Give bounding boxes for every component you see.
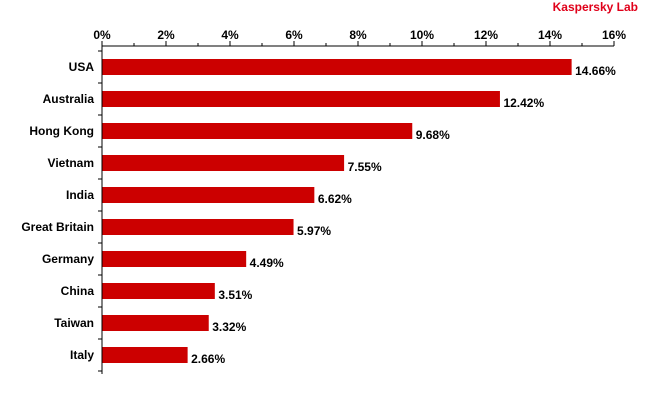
value-label: 3.51% — [218, 288, 252, 302]
category-label: Australia — [43, 92, 95, 106]
brand-logo-text: Kaspersky Lab — [552, 0, 638, 14]
bar — [102, 91, 500, 107]
x-tick-label: 6% — [285, 28, 303, 42]
x-tick-label: 4% — [221, 28, 239, 42]
value-label: 6.62% — [318, 192, 352, 206]
x-tick-label: 12% — [474, 28, 498, 42]
category-label: Hong Kong — [29, 124, 94, 138]
category-label: Italy — [70, 348, 94, 362]
value-label: 5.97% — [297, 224, 331, 238]
bar — [102, 283, 215, 299]
value-label: 4.49% — [250, 256, 284, 270]
category-label: India — [66, 188, 94, 202]
x-tick-label: 0% — [93, 28, 111, 42]
category-label: Germany — [42, 252, 94, 266]
value-label: 9.68% — [416, 128, 450, 142]
value-label: 14.66% — [575, 64, 616, 78]
bar — [102, 315, 209, 331]
bar — [102, 219, 294, 235]
bar — [102, 123, 413, 139]
x-tick-label: 14% — [538, 28, 562, 42]
bar — [102, 347, 188, 363]
value-label: 12.42% — [503, 96, 544, 110]
category-label: China — [61, 284, 95, 298]
bar — [102, 155, 345, 171]
value-label: 7.55% — [348, 160, 382, 174]
value-label: 3.32% — [212, 320, 246, 334]
x-tick-label: 10% — [410, 28, 434, 42]
bar — [102, 187, 315, 203]
x-tick-label: 8% — [349, 28, 367, 42]
category-label: Vietnam — [48, 156, 94, 170]
bar — [102, 59, 572, 75]
x-tick-label: 16% — [602, 28, 626, 42]
category-label: Taiwan — [54, 316, 94, 330]
category-label: USA — [69, 60, 95, 74]
x-tick-label: 2% — [157, 28, 175, 42]
value-label: 2.66% — [191, 352, 225, 366]
category-label: Great Britain — [21, 220, 94, 234]
bar — [102, 251, 247, 267]
